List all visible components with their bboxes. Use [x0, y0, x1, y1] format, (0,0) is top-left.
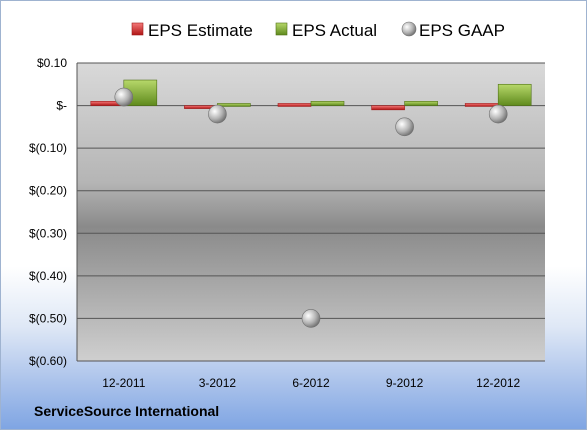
legend-eps-actual: EPS Actual — [275, 21, 377, 40]
x-tick-label: 12-2011 — [102, 376, 145, 390]
eps-estimate-bar — [371, 105, 405, 111]
legend-eps-gaap: EPS GAAP — [401, 21, 505, 40]
company-name: ServiceSource International — [34, 403, 219, 419]
legend-eps-estimate: EPS Estimate — [131, 21, 253, 40]
y-tick-label: $(0.60) — [29, 354, 67, 368]
legend-label: EPS Estimate — [148, 21, 253, 40]
y-tick-label: $(0.20) — [29, 184, 67, 198]
eps-actual-bar — [310, 101, 345, 106]
legend-label: EPS Actual — [292, 21, 377, 40]
eps-gaap-point — [208, 104, 227, 124]
x-tick-label: 6-2012 — [292, 376, 330, 390]
eps-actual-bar — [217, 103, 251, 107]
legend-swatch — [131, 22, 144, 36]
y-tick-label: $- — [56, 99, 67, 113]
eps-gaap-point — [395, 117, 414, 137]
x-tick-label: 12-2012 — [476, 376, 520, 390]
eps-gaap-point — [301, 309, 321, 328]
y-tick-label: $(0.30) — [29, 226, 67, 240]
legend-label: EPS GAAP — [419, 21, 505, 40]
legend-swatch — [401, 21, 417, 37]
eps-actual-bar — [404, 101, 438, 106]
eps-gaap-point — [488, 104, 508, 124]
eps-estimate-bar — [277, 103, 312, 107]
x-tick-label: 3-2012 — [199, 376, 237, 390]
y-tick-label: $(0.50) — [29, 311, 67, 325]
y-tick-label: $(0.40) — [29, 269, 67, 283]
y-tick-label: $(0.10) — [29, 141, 67, 155]
y-tick-label: $0.10 — [37, 56, 67, 70]
eps-actual-bar — [497, 83, 532, 106]
eps-gaap-point — [114, 87, 134, 107]
x-tick-label: 9-2012 — [386, 376, 424, 390]
eps-estimate-bar — [464, 103, 499, 107]
legend-swatch — [275, 22, 288, 36]
